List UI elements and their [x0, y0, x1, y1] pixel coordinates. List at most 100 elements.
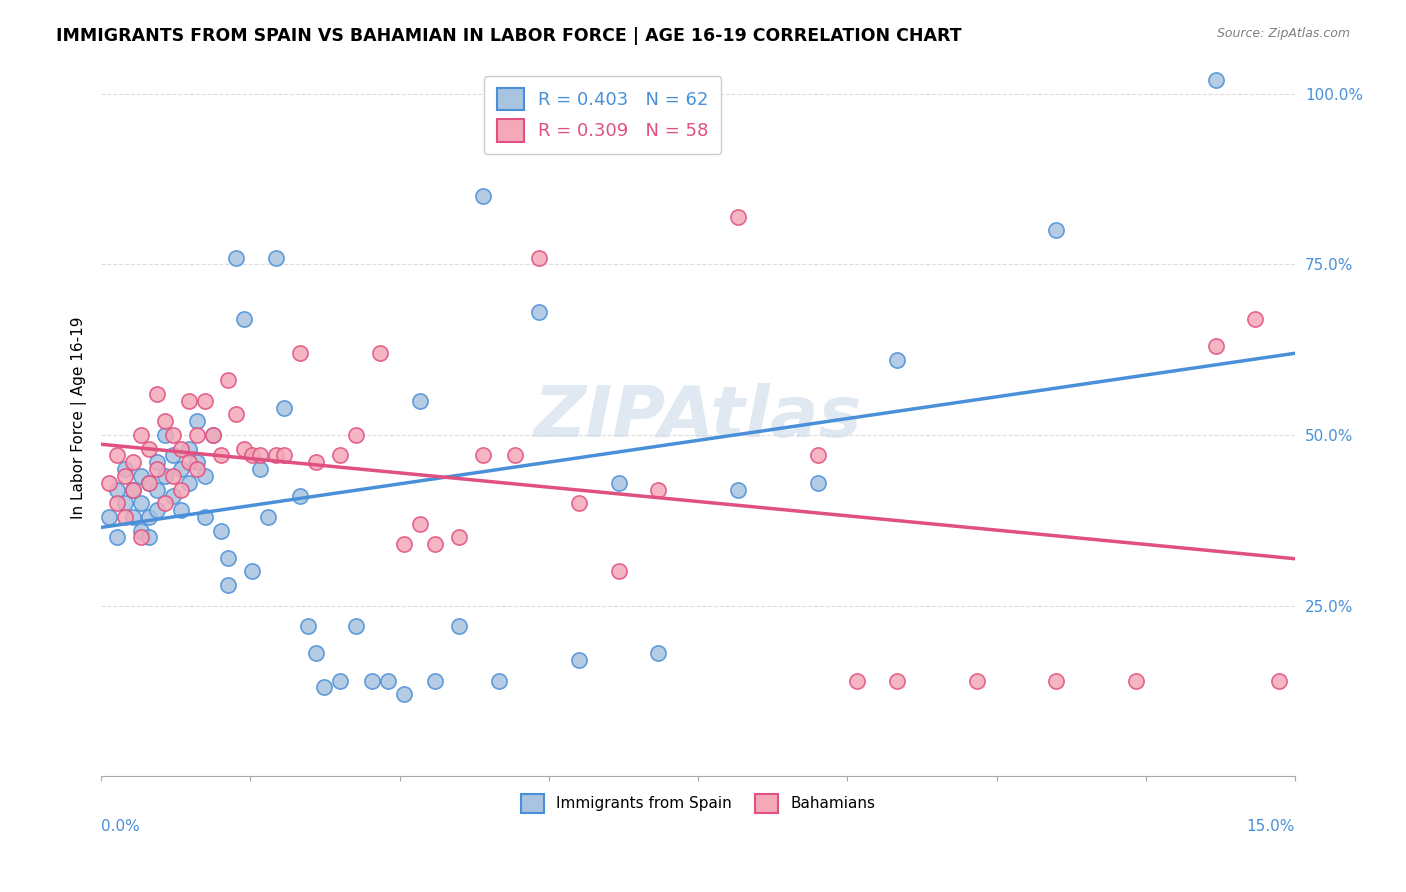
- Point: [146, 455, 169, 469]
- Point: [297, 619, 319, 633]
- Point: [806, 449, 828, 463]
- Point: [233, 312, 256, 326]
- Point: [129, 469, 152, 483]
- Point: [153, 414, 176, 428]
- Point: [568, 496, 591, 510]
- Point: [129, 524, 152, 538]
- Point: [201, 428, 224, 442]
- Point: [218, 578, 240, 592]
- Point: [170, 503, 193, 517]
- Point: [488, 673, 510, 688]
- Point: [105, 530, 128, 544]
- Point: [806, 475, 828, 490]
- Point: [153, 469, 176, 483]
- Point: [329, 449, 352, 463]
- Point: [129, 496, 152, 510]
- Point: [162, 449, 184, 463]
- Point: [240, 449, 263, 463]
- Point: [146, 387, 169, 401]
- Point: [225, 408, 247, 422]
- Text: 15.0%: 15.0%: [1247, 819, 1295, 834]
- Point: [846, 673, 869, 688]
- Point: [727, 210, 749, 224]
- Point: [647, 646, 669, 660]
- Point: [162, 469, 184, 483]
- Point: [312, 681, 335, 695]
- Point: [153, 496, 176, 510]
- Point: [425, 673, 447, 688]
- Point: [408, 393, 430, 408]
- Point: [886, 673, 908, 688]
- Point: [186, 428, 208, 442]
- Point: [233, 442, 256, 456]
- Text: ZIPAtlas: ZIPAtlas: [534, 384, 862, 452]
- Point: [209, 449, 232, 463]
- Point: [288, 346, 311, 360]
- Point: [1205, 339, 1227, 353]
- Point: [966, 673, 988, 688]
- Point: [249, 449, 271, 463]
- Point: [240, 565, 263, 579]
- Point: [368, 346, 391, 360]
- Text: 0.0%: 0.0%: [101, 819, 139, 834]
- Point: [472, 189, 495, 203]
- Point: [138, 475, 160, 490]
- Point: [186, 455, 208, 469]
- Point: [129, 530, 152, 544]
- Point: [257, 509, 280, 524]
- Point: [344, 428, 367, 442]
- Point: [138, 442, 160, 456]
- Legend: Immigrants from Spain, Bahamians: Immigrants from Spain, Bahamians: [515, 788, 882, 819]
- Point: [186, 414, 208, 428]
- Point: [105, 449, 128, 463]
- Point: [273, 401, 295, 415]
- Point: [170, 442, 193, 456]
- Point: [449, 530, 471, 544]
- Point: [105, 496, 128, 510]
- Point: [122, 483, 145, 497]
- Point: [194, 509, 217, 524]
- Point: [170, 462, 193, 476]
- Point: [568, 653, 591, 667]
- Point: [98, 509, 121, 524]
- Point: [114, 462, 136, 476]
- Point: [1045, 223, 1067, 237]
- Point: [305, 646, 328, 660]
- Point: [114, 496, 136, 510]
- Point: [886, 352, 908, 367]
- Point: [218, 550, 240, 565]
- Point: [392, 537, 415, 551]
- Point: [194, 469, 217, 483]
- Point: [329, 673, 352, 688]
- Point: [138, 475, 160, 490]
- Point: [1268, 673, 1291, 688]
- Point: [153, 428, 176, 442]
- Point: [377, 673, 399, 688]
- Point: [264, 449, 287, 463]
- Point: [1205, 73, 1227, 87]
- Point: [114, 469, 136, 483]
- Point: [1244, 312, 1267, 326]
- Point: [201, 428, 224, 442]
- Point: [194, 393, 217, 408]
- Point: [98, 475, 121, 490]
- Point: [273, 449, 295, 463]
- Point: [305, 455, 328, 469]
- Point: [162, 428, 184, 442]
- Point: [122, 509, 145, 524]
- Point: [607, 565, 630, 579]
- Point: [449, 619, 471, 633]
- Point: [122, 455, 145, 469]
- Point: [1125, 673, 1147, 688]
- Point: [1045, 673, 1067, 688]
- Point: [209, 524, 232, 538]
- Point: [392, 687, 415, 701]
- Point: [105, 483, 128, 497]
- Point: [360, 673, 382, 688]
- Point: [146, 503, 169, 517]
- Point: [162, 489, 184, 503]
- Point: [129, 428, 152, 442]
- Point: [264, 251, 287, 265]
- Point: [114, 509, 136, 524]
- Point: [146, 462, 169, 476]
